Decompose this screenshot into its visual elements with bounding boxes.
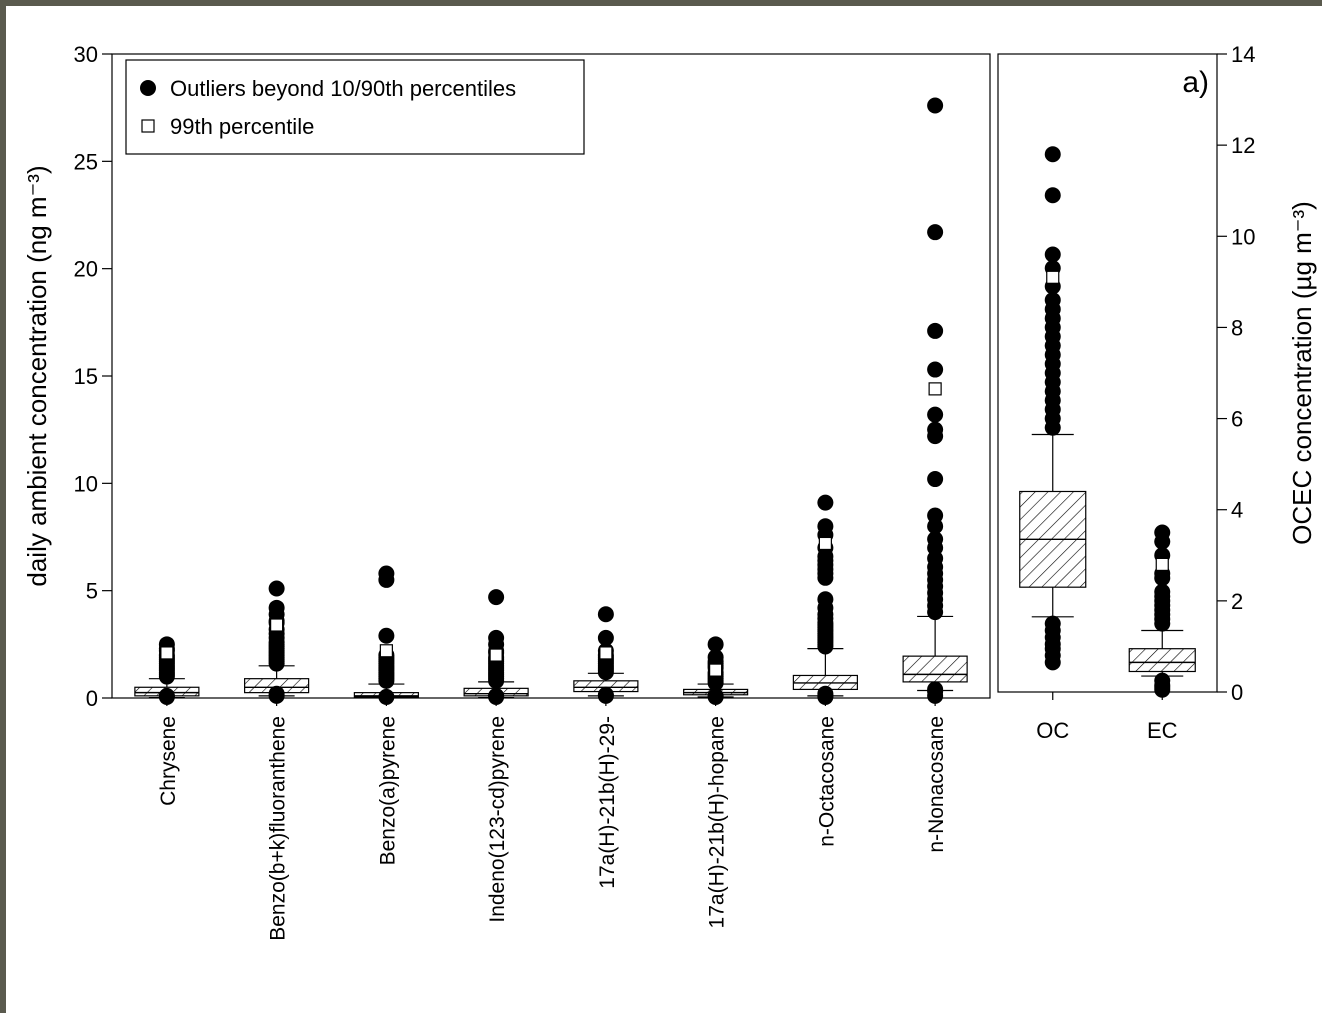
y2-tick-label: 8 bbox=[1231, 315, 1243, 340]
y-tick-label: 25 bbox=[74, 149, 98, 174]
y-tick-label: 20 bbox=[74, 257, 98, 282]
x-category-label: Benzo(b+k)fluoranthene bbox=[267, 716, 290, 941]
p99-marker bbox=[599, 646, 613, 660]
outlier-point bbox=[927, 224, 944, 241]
p99-marker bbox=[489, 648, 503, 662]
outlier-point bbox=[927, 322, 944, 339]
outlier-point bbox=[1044, 246, 1061, 263]
box-iqr bbox=[902, 655, 968, 683]
y-tick-label: 5 bbox=[86, 579, 98, 604]
outlier-point bbox=[488, 687, 505, 704]
outlier-point bbox=[158, 687, 175, 704]
legend-marker-outlier bbox=[140, 80, 156, 96]
x-category-label: Indeno(123-cd)pyrene bbox=[486, 716, 509, 923]
y-tick-label: 30 bbox=[74, 42, 98, 67]
p99-marker bbox=[928, 382, 942, 396]
outlier-point bbox=[597, 686, 614, 703]
x-category-label: 17a(H)-21b(H)-29- bbox=[596, 716, 619, 889]
outlier-point bbox=[927, 406, 944, 423]
chart-page: 0 5 10 15 20 25 30 daily ambient concentration … bbox=[6, 6, 1322, 1013]
box-iqr bbox=[1128, 648, 1196, 673]
y-tick-label: 15 bbox=[74, 364, 98, 389]
outlier-point bbox=[378, 688, 395, 705]
outlier-point bbox=[268, 580, 285, 597]
outlier-point bbox=[488, 589, 505, 606]
y2-tick-label: 2 bbox=[1231, 589, 1243, 614]
outlier-point bbox=[268, 599, 285, 616]
outlier-point bbox=[707, 636, 724, 653]
outlier-point bbox=[927, 681, 944, 698]
y-tick-label: 10 bbox=[74, 471, 98, 496]
outlier-point bbox=[1044, 615, 1061, 632]
legend-label: 99th percentile bbox=[170, 114, 314, 139]
outlier-point bbox=[378, 627, 395, 644]
outlier-point bbox=[927, 531, 944, 548]
outlier-point bbox=[927, 421, 944, 438]
outlier-point bbox=[817, 685, 834, 702]
outlier-point bbox=[707, 687, 724, 704]
outlier-point bbox=[817, 591, 834, 608]
legend-box bbox=[125, 59, 585, 155]
outlier-point bbox=[927, 97, 944, 114]
outlier-point bbox=[268, 685, 285, 702]
y2-tick-label: 12 bbox=[1231, 133, 1255, 158]
x-category-label: EC bbox=[1147, 718, 1178, 743]
x-category-label: 17a(H)-21b(H)-hopane bbox=[706, 716, 729, 928]
p99-marker bbox=[1155, 557, 1169, 572]
x-category-label: n-Nonacosane bbox=[925, 716, 948, 853]
outlier-point bbox=[927, 507, 944, 524]
outlier-point bbox=[1154, 583, 1171, 600]
p99-marker bbox=[1046, 270, 1060, 284]
outlier-point bbox=[1044, 187, 1061, 204]
outlier-point bbox=[1154, 672, 1171, 689]
outlier-point bbox=[597, 629, 614, 646]
p99-marker bbox=[818, 536, 832, 551]
legend-label: Outliers beyond 10/90th percentiles bbox=[170, 76, 516, 101]
y2-tick-label: 6 bbox=[1231, 407, 1243, 432]
y2-tick-label: 4 bbox=[1231, 498, 1243, 523]
y-tick-label: 0 bbox=[86, 686, 98, 711]
y2-tick-label: 10 bbox=[1231, 224, 1255, 249]
p99-marker bbox=[379, 644, 393, 658]
y2-tick-label: 14 bbox=[1231, 42, 1255, 67]
legend-marker-p99 bbox=[141, 119, 155, 133]
outlier-point bbox=[597, 606, 614, 623]
p99-marker bbox=[160, 646, 174, 660]
outlier-point bbox=[927, 361, 944, 378]
outlier-point bbox=[927, 471, 944, 488]
outlier-point bbox=[1044, 292, 1061, 309]
p99-marker bbox=[270, 618, 284, 632]
x-category-label: OC bbox=[1036, 718, 1069, 743]
outlier-point bbox=[488, 629, 505, 646]
outlier-point bbox=[817, 518, 834, 535]
outlier-point bbox=[817, 494, 834, 511]
y-axis-label: daily ambient concentration (ng m⁻³) bbox=[22, 165, 52, 586]
x-category-label: Benzo(a)pyrene bbox=[376, 716, 399, 865]
outlier-point bbox=[1154, 524, 1171, 541]
y2-axis-label: OCEC concentration (µg m⁻³) bbox=[1287, 201, 1317, 545]
plot-frame-2 bbox=[997, 53, 1218, 693]
p99-marker bbox=[709, 663, 723, 677]
y2-tick-label: 0 bbox=[1231, 680, 1243, 705]
panel-annotation: a) bbox=[1182, 66, 1209, 99]
x-category-label: n-Octacosane bbox=[815, 716, 838, 847]
outlier-point bbox=[707, 649, 724, 666]
outlier-point bbox=[378, 565, 395, 582]
outlier-point bbox=[1044, 146, 1061, 163]
x-category-label: Chrysene bbox=[157, 716, 180, 806]
